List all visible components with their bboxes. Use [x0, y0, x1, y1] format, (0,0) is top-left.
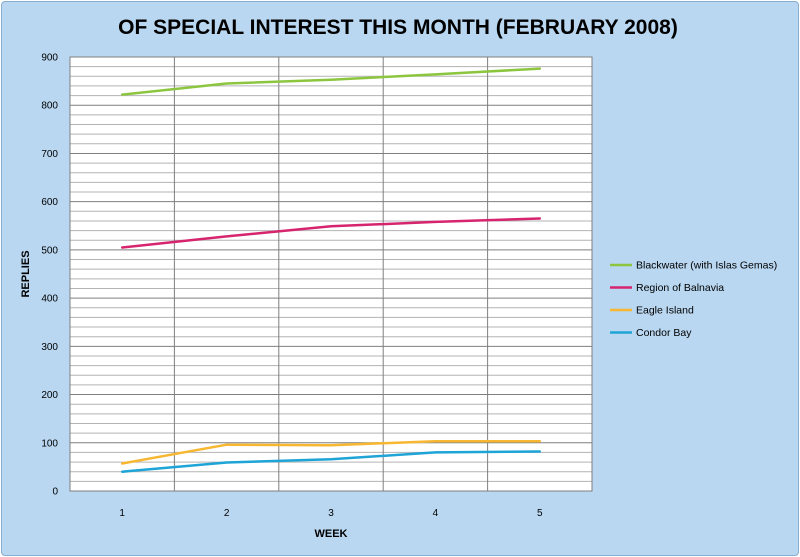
- plot-border: [69, 56, 593, 492]
- plot-area: [70, 57, 592, 491]
- series-line: [120, 450, 542, 473]
- grid: [69, 56, 593, 492]
- y-tick-label: 600: [41, 197, 58, 208]
- legend-entry: Eagle Island: [636, 305, 694, 317]
- x-axis-label: WEEK: [315, 528, 348, 540]
- y-axis-ticks: 0 100 200 300 400 500 600 700 800 900: [41, 53, 58, 498]
- y-tick-label: 700: [41, 149, 58, 160]
- x-tick-label: 1: [119, 508, 125, 519]
- y-tick-label: 300: [41, 342, 58, 353]
- y-tick-label: 900: [41, 53, 58, 64]
- y-tick-label: 200: [41, 390, 58, 401]
- y-tick-label: 400: [41, 294, 58, 305]
- x-tick-label: 5: [537, 508, 543, 519]
- series-line: [120, 67, 542, 96]
- x-tick-label: 3: [328, 508, 334, 519]
- legend-entry: Region of Balnavia: [636, 282, 724, 294]
- y-tick-label: 500: [41, 245, 58, 256]
- y-tick-label: 0: [52, 487, 58, 498]
- legend-entry: Condor Bay: [636, 327, 692, 339]
- x-axis-ticks: 1 2 3 4 5: [119, 508, 543, 519]
- x-tick-label: 2: [224, 508, 230, 519]
- y-tick-label: 800: [41, 101, 58, 112]
- legend-entry: Blackwater (with Islas Gemas): [636, 260, 777, 272]
- x-tick-label: 4: [433, 508, 439, 519]
- y-axis-label: REPLIES: [20, 250, 32, 297]
- series-line: [120, 217, 542, 249]
- chart-title: OF SPECIAL INTEREST THIS MONTH (FEBRUARY…: [118, 16, 678, 39]
- series-line: [120, 440, 542, 465]
- series-lines: [120, 67, 542, 473]
- legend: Blackwater (with Islas Gemas) Region of B…: [610, 260, 777, 339]
- y-tick-label: 100: [41, 438, 58, 449]
